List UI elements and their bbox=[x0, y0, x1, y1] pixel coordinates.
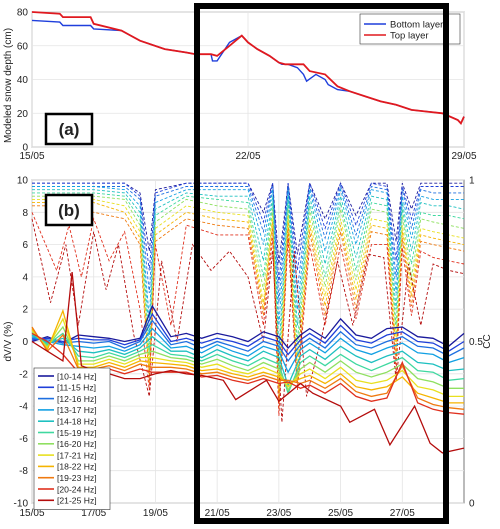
series-line-top-layer bbox=[31, 11, 465, 126]
panel-b-letter: (b) bbox=[58, 201, 80, 220]
panel-b-x-ticks: 15/05 17/05 19/05 21/05 23/05 25/05 27/05 bbox=[19, 508, 415, 519]
legend-label: [21-25 Hz] bbox=[57, 496, 97, 506]
x-tick-label: 15/05 bbox=[19, 508, 44, 519]
y-tick-label: 80 bbox=[17, 8, 29, 19]
y-tick-label: 0 bbox=[22, 143, 28, 154]
y2-tick-label: 0.5 bbox=[469, 337, 483, 348]
y-tick-label: 6 bbox=[22, 240, 28, 251]
dvv-line-21-25hz bbox=[31, 272, 465, 454]
dvv-line-17-21hz bbox=[31, 317, 464, 398]
cc-line-20-24hz bbox=[31, 212, 465, 416]
legend-label: [11-15 Hz] bbox=[57, 383, 96, 393]
dvv-line-18-22hz bbox=[31, 308, 464, 404]
legend-label: [20-24 Hz] bbox=[57, 484, 97, 494]
cc-line-16-20hz bbox=[32, 195, 465, 381]
legend-label: [10-14 Hz] bbox=[57, 371, 97, 381]
panel-b-y2-axis-label: CC bbox=[482, 334, 493, 348]
panel-a-y-ticks: 0 20 40 60 80 bbox=[17, 8, 29, 154]
dvv-line-15-19hz bbox=[31, 332, 465, 396]
x-tick-label: 25/05 bbox=[328, 508, 353, 519]
x-tick-label: 17/05 bbox=[81, 508, 106, 519]
legend-label: [15-19 Hz] bbox=[57, 428, 97, 438]
legend-label: [16-20 Hz] bbox=[57, 439, 97, 449]
panel-a-letter-box: (a) bbox=[44, 112, 94, 146]
y-tick-label: 20 bbox=[17, 109, 29, 120]
dvv-line-16-20hz bbox=[31, 325, 464, 392]
legend-label: [19-23 Hz] bbox=[57, 473, 97, 483]
panel-a: 0 20 40 60 80 15/05 22/05 29/05 Modeled snow d… bbox=[3, 8, 477, 163]
y-tick-label: 10 bbox=[17, 176, 29, 187]
legend-label: [13-17 Hz] bbox=[57, 405, 97, 415]
y-tick-label: 2 bbox=[22, 305, 28, 316]
legend-label: [12-16 Hz] bbox=[57, 394, 97, 404]
y-tick-label: 40 bbox=[17, 75, 29, 86]
dvv-line-14-18hz bbox=[31, 334, 465, 387]
x-tick-label: 23/05 bbox=[266, 508, 291, 519]
dvv-line-12-16hz bbox=[31, 319, 465, 363]
x-tick-label: 29/05 bbox=[451, 151, 476, 162]
y2-tick-label: 0 bbox=[469, 499, 475, 510]
panel-a-x-ticks: 15/05 22/05 29/05 bbox=[19, 151, 476, 162]
x-tick-label: 21/05 bbox=[205, 508, 230, 519]
legend-label: [18-22 Hz] bbox=[57, 462, 97, 472]
dvv-line-19-23hz bbox=[31, 326, 465, 410]
y-tick-label: -10 bbox=[14, 499, 29, 510]
y2-tick-label: 1 bbox=[469, 176, 475, 187]
panel-b-y2-ticks: 00.51 bbox=[469, 176, 483, 510]
y-tick-label: 8 bbox=[22, 208, 28, 219]
y-tick-label: -6 bbox=[19, 434, 28, 445]
cc-line-13-17hz bbox=[32, 186, 464, 326]
x-tick-label: 15/05 bbox=[19, 151, 44, 162]
highlight-box bbox=[194, 3, 449, 524]
panel-a-letter: (a) bbox=[59, 120, 80, 139]
dvv-line-13-17hz bbox=[31, 327, 465, 374]
panel-b-dvv-series bbox=[31, 272, 465, 454]
cc-line-12-16hz bbox=[32, 184, 464, 303]
y-tick-label: 60 bbox=[17, 41, 29, 52]
x-tick-label: 27/05 bbox=[390, 508, 415, 519]
cc-line-19-23hz bbox=[32, 205, 465, 410]
x-tick-label: 19/05 bbox=[143, 508, 168, 519]
cc-line-11-15hz bbox=[32, 181, 464, 284]
panel-b-letter-box: (b) bbox=[44, 193, 94, 227]
legend-label: Bottom layer bbox=[390, 20, 443, 31]
x-tick-label: 22/05 bbox=[235, 151, 260, 162]
dvv-line-11-15hz bbox=[31, 312, 465, 356]
legend-label: Top layer bbox=[390, 31, 429, 42]
panel-b-y-ticks: -10 -8 -6 -4 -2 0 2 4 6 8 10 bbox=[14, 176, 29, 510]
cc-line-14-18hz bbox=[32, 189, 465, 352]
panel-b-legend: [10-14 Hz] [11-15 Hz][12-16 Hz][13-17 Hz]… bbox=[33, 367, 111, 510]
legend-label: [17-21 Hz] bbox=[57, 450, 97, 460]
y-tick-label: -8 bbox=[19, 466, 28, 477]
panel-a-series bbox=[31, 11, 465, 126]
legend-box bbox=[33, 367, 111, 510]
legend-label: [14-18 Hz] bbox=[57, 417, 97, 427]
y-tick-label: 4 bbox=[22, 272, 28, 283]
y-tick-label: -2 bbox=[19, 369, 28, 380]
panel-a-grid bbox=[31, 11, 465, 148]
y-tick-label: -4 bbox=[19, 402, 28, 413]
y-tick-label: 0 bbox=[22, 337, 28, 348]
dvv-line-10-14hz bbox=[31, 304, 465, 349]
panel-a-y-axis-label: Modeled snow depth (cm) bbox=[3, 28, 14, 143]
panel-b-y-axis-label: dV/V (%) bbox=[3, 321, 14, 361]
cc-line-10-14hz bbox=[32, 181, 464, 265]
